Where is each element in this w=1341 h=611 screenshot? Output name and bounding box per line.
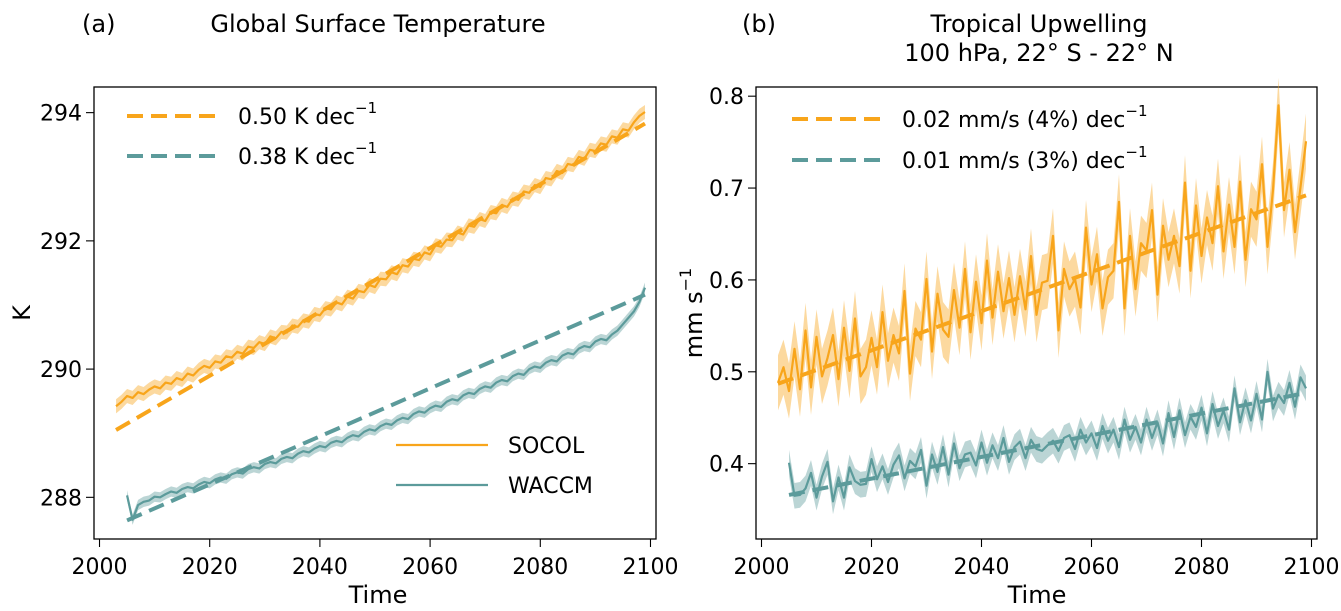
trend-legend-b: 0.02 mm/s (4%) dec−1 0.01 mm/s (3%) dec−… [792, 102, 1148, 174]
trend-legend-text-socol-b: 0.02 mm/s (4%) dec−1 [902, 102, 1148, 133]
x-tick-label-b-2080: 2080 [1174, 555, 1230, 580]
trend-legend-text-waccm-b: 0.01 mm/s (3%) dec−1 [902, 143, 1148, 174]
panel-label-b: (b) [742, 10, 776, 38]
x-tick-label-a-2100: 2100 [622, 555, 678, 580]
chart-title-b: Tropical Upwelling [930, 10, 1148, 38]
waccm-series-line-a [125, 287, 647, 521]
chart-subtitle-b: 100 hPa, 22° S - 22° N [904, 39, 1173, 67]
y-axis-label-b: mm s−1 [676, 268, 708, 358]
y-tick-label-a-292: 292 [40, 230, 82, 255]
x-tick-label-b-2100: 2100 [1284, 555, 1340, 580]
y-axis-label-a: K [8, 304, 36, 321]
waccm-trend-line-a [126, 292, 646, 523]
y-tick-label-b-0_5: 0.5 [709, 361, 744, 386]
panel-b: (b) Tropical Upwelling 100 hPa, 22° S - … [676, 10, 1340, 609]
x-tick-label-b-2020: 2020 [844, 555, 900, 580]
y-tick-label-b-0_8: 0.8 [709, 85, 744, 110]
model-legend-text-waccm: WACCM [508, 474, 593, 499]
y-tick-label-b-0_6: 0.6 [709, 269, 744, 294]
trend-legend-text-socol-a: 0.50 K dec−1 [238, 99, 377, 130]
y-tick-label-b-0_4: 0.4 [709, 453, 744, 478]
x-axis-label-b: Time [1007, 581, 1067, 609]
socol-series-line-b [776, 104, 1308, 393]
y-tick-label-a-290: 290 [40, 358, 82, 383]
x-tick-label-b-2040: 2040 [954, 555, 1010, 580]
model-legend-a: SOCOL WACCM [396, 434, 593, 499]
y-tick-label-a-288: 288 [40, 486, 82, 511]
x-tick-label-a-2020: 2020 [182, 555, 238, 580]
trend-legend-a: 0.50 K dec−1 0.38 K dec−1 [127, 99, 377, 170]
waccm-uncertainty-band-b [789, 358, 1306, 515]
plot-frame-b [755, 86, 1318, 540]
waccm-trend-line-b [788, 390, 1307, 497]
panel-label-a: (a) [82, 10, 115, 38]
model-legend-text-socol: SOCOL [508, 434, 585, 459]
socol-uncertainty-band-a [116, 104, 645, 414]
x-tick-label-b-2000: 2000 [734, 555, 790, 580]
x-axis-label-a: Time [348, 581, 408, 609]
x-tick-label-a-2040: 2040 [292, 555, 348, 580]
plot-area-b: 2000 2020 2040 2060 2080 2100 0.4 0.5 0.6 0.7 0.8 [709, 77, 1340, 580]
y-tick-label-b-0_7: 0.7 [709, 177, 744, 202]
x-tick-label-a-2060: 2060 [402, 555, 458, 580]
x-tick-label-b-2060: 2060 [1064, 555, 1120, 580]
plot-frame-a [93, 86, 657, 540]
plot-area-a: 2000 2020 2040 2060 2080 2100 288 290 292 294 [40, 102, 678, 580]
trend-legend-text-waccm-a: 0.38 K dec−1 [238, 139, 377, 170]
x-tick-label-a-2080: 2080 [512, 555, 568, 580]
socol-trend-line-b [777, 193, 1307, 386]
waccm-uncertainty-band-a [127, 282, 645, 525]
chart-title-a: Global Surface Temperature [210, 10, 545, 38]
x-tick-label-a-2000: 2000 [72, 555, 128, 580]
waccm-series-line-b [787, 370, 1307, 503]
socol-series-line-a [115, 111, 646, 408]
y-tick-label-a-294: 294 [40, 102, 82, 127]
panel-a: (a) Global Surface Temperature Time K 20… [8, 10, 678, 609]
socol-trend-line-a [115, 121, 646, 432]
